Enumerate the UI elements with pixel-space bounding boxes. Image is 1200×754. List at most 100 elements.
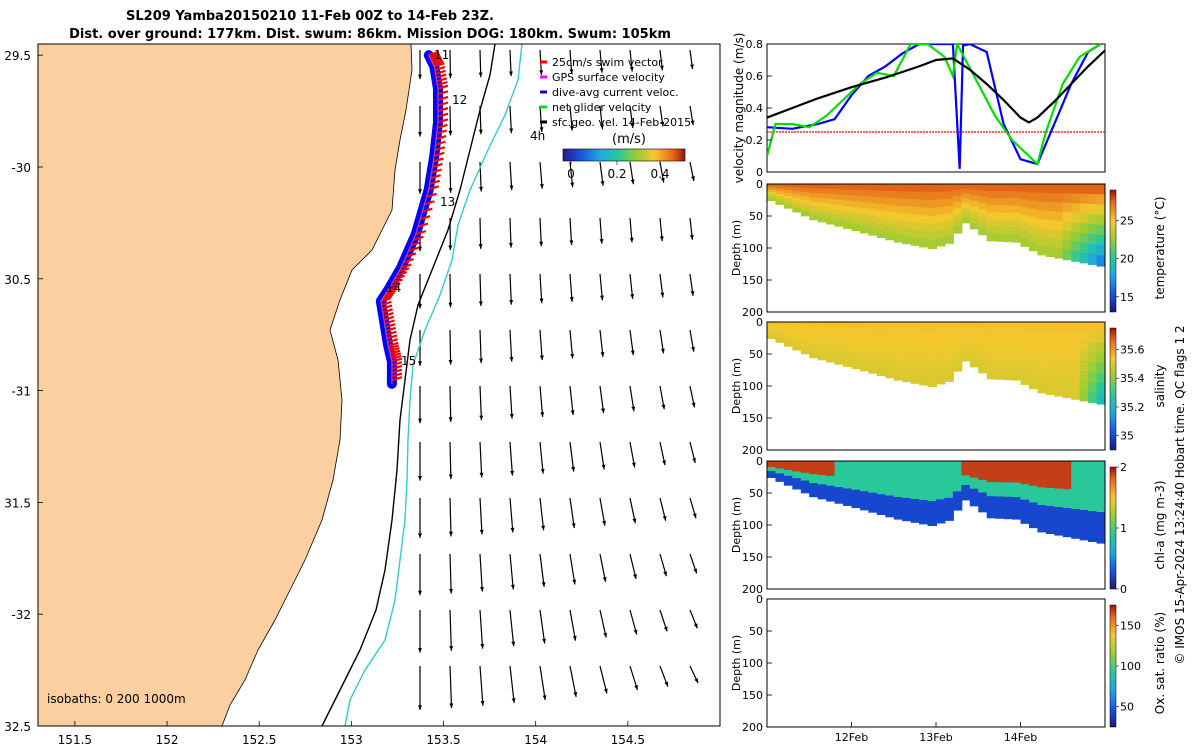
section-cell [1037,246,1046,256]
section-cell [1012,198,1021,206]
section-cell [826,496,835,502]
section-cell [894,206,903,214]
section-cell [953,334,962,341]
section-cell [860,334,869,341]
section-cell [885,343,894,351]
section-cell [978,353,987,360]
section-cell [987,329,996,337]
section-cell [868,354,877,361]
section-cell [936,184,945,193]
section-cell [1054,331,1063,341]
section-cell [1029,494,1038,503]
section-cell [877,348,886,356]
section-cell [1029,372,1038,381]
section-cell [995,365,1004,373]
section-cell [987,212,996,220]
section-ylabel: Depth (m) [730,497,743,553]
map-ytick-label: 32.5 [4,720,31,734]
section-cell [978,328,987,335]
section-cell [1054,507,1063,517]
current-arrowhead [721,119,725,124]
section-cell [860,485,869,492]
section-cell [1088,362,1097,373]
section-xtick-label: 12Feb [835,731,868,744]
section-cell [953,504,962,511]
section-cell [1071,509,1080,520]
section-cell [978,209,987,216]
section-cell [894,504,903,512]
section-cell [1054,212,1063,222]
section-colorbar [1110,190,1116,312]
map-xtick-label: 154 [524,733,547,747]
section-cell [1021,476,1030,485]
section-cell [944,191,953,199]
section-cell [877,217,886,225]
section-cell [919,207,928,216]
section-cell [1046,340,1055,350]
section-cell [894,358,903,366]
section-cell [775,478,784,481]
section-cell [936,461,945,470]
section-cell [860,202,869,209]
isobaths-label: isobaths: 0 200 1000m [47,692,186,706]
velocity-ytick-label: 0.4 [746,102,764,115]
section-cell [944,359,953,367]
section-cell [1071,184,1080,195]
section-cell [1021,230,1030,239]
section-cell [978,215,987,222]
section-cell [928,469,937,478]
section-cell [1063,184,1072,194]
section-cell [894,483,903,491]
section-ytick-label: 100 [742,380,763,393]
section-cell [1063,489,1072,499]
section-cell [1037,523,1046,533]
section-cell [860,503,869,510]
section-cell [1071,370,1080,381]
section-cell [961,356,970,362]
section-cell [902,491,911,499]
section-cell [885,232,894,240]
current-arrowhead [751,173,755,178]
section-cell [978,184,987,191]
section-cell [852,328,861,335]
section-cell [826,357,835,363]
section-cell [1021,337,1030,346]
section-cell [1088,224,1097,235]
section-cell [894,191,903,199]
section-cell [928,378,937,387]
current-arrowhead [752,399,756,404]
section-cell [894,198,903,206]
section-ytick-label: 150 [742,274,763,287]
section-cell [1046,497,1055,507]
section-cell [1004,213,1013,221]
section-cell [911,207,920,216]
section-cell [877,461,886,469]
section-cell [944,468,953,476]
section-cell [944,344,953,352]
section-cell [919,492,928,501]
section-cell [911,368,920,377]
section-cell [868,474,877,481]
section-cell [860,208,869,215]
section-cell [928,461,937,470]
section-cell [1037,357,1046,367]
section-cell [936,360,945,369]
section-cell [911,214,920,223]
section-cell [894,336,903,344]
section-cell [1029,363,1038,372]
section-cell [877,487,886,495]
section-cell [928,509,937,518]
section-cell [1063,331,1072,341]
section-cell [1021,322,1030,331]
map-colorbar-title: (m/s) [612,132,646,147]
section-colorbar-label: temperature (°C) [1153,197,1167,300]
section-cell [1071,322,1080,333]
current-arrow [720,162,724,179]
section-cell [885,350,894,358]
section-cell [1054,525,1063,535]
section-cell [801,488,810,493]
section-cell [928,216,937,225]
section-cell [928,322,937,331]
section-cell [767,475,776,478]
